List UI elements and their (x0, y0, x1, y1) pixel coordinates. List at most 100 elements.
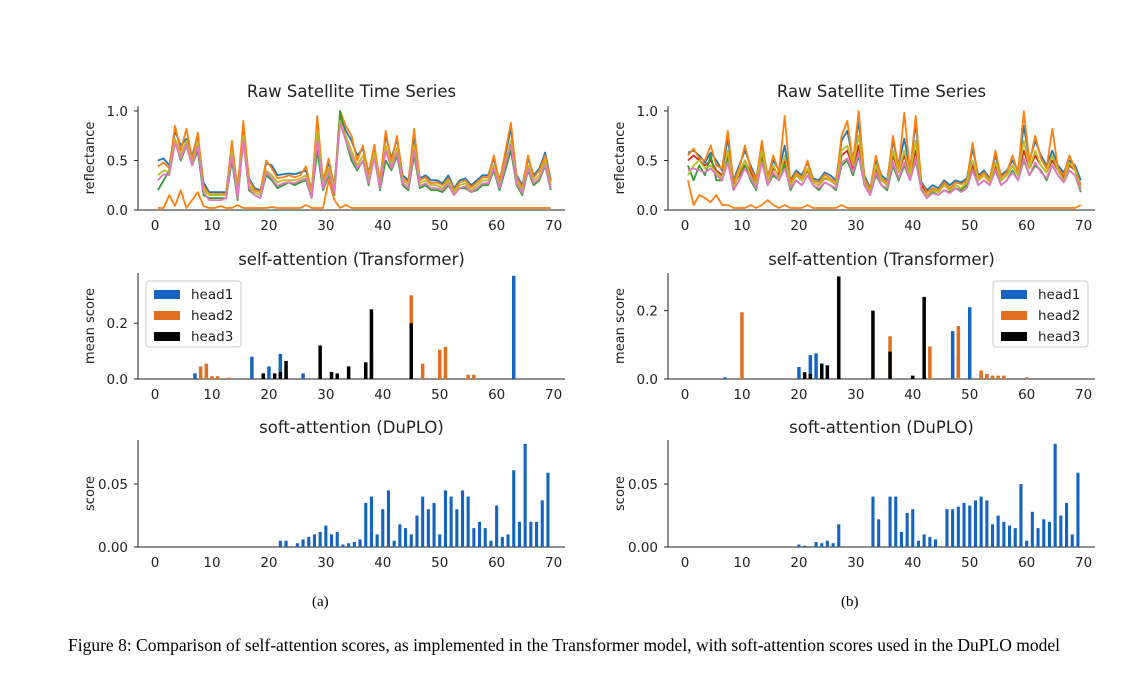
bar-soft (386, 490, 390, 547)
figure-canvas: Raw Satellite Time Series 0 10 20 30 40 50 60 70… (83, 82, 1095, 571)
y-tick-label: 0.2 (107, 316, 128, 332)
bar-soft (546, 472, 550, 547)
x-tick-label: 60 (1018, 387, 1035, 403)
bar-soft (934, 539, 938, 547)
x-tick-label: 10 (203, 387, 220, 403)
bar-soft (369, 496, 373, 547)
x-tick-label: 50 (431, 555, 448, 571)
series-line (687, 180, 1082, 209)
bar-head1 (301, 373, 305, 379)
x-tick-label: 0 (681, 218, 690, 234)
y-tick-label: 0.00 (628, 540, 658, 556)
series-line (687, 151, 1082, 200)
series-line (157, 120, 552, 197)
y-tick-label: 0.0 (637, 372, 658, 388)
bar-soft (1008, 525, 1012, 547)
bar-head3 (284, 360, 288, 379)
chart-a-1: self-attention (Transformer) 0 10 20 30 40 50 6… (83, 250, 565, 403)
bar-soft (512, 470, 516, 547)
bar-soft (1059, 515, 1063, 547)
x-tick-label: 20 (260, 387, 277, 403)
bar-soft (307, 536, 311, 547)
bar-soft (922, 534, 926, 547)
x-tick-label: 40 (904, 387, 921, 403)
bar-head2 (210, 376, 214, 379)
bar-head3 (802, 372, 807, 379)
bar-soft (1076, 472, 1080, 547)
bar-soft (341, 544, 345, 547)
series-line (157, 110, 552, 202)
bar-soft (797, 544, 801, 547)
bar-head3 (820, 363, 824, 379)
bar-soft (324, 525, 328, 547)
bar-soft (483, 528, 487, 547)
bar-head1 (193, 373, 197, 379)
x-tick-label: 70 (545, 387, 562, 403)
bar-head3 (318, 345, 322, 379)
y-tick-label: 0.05 (628, 477, 658, 493)
x-tick-label: 10 (203, 555, 220, 571)
chart-a-2: soft-attention (DuPLO) 0 10 20 30 40 50 60 70 0.0… (83, 418, 565, 571)
bar-head3 (335, 373, 339, 379)
bar-soft (951, 509, 955, 547)
bar-soft (1070, 534, 1074, 547)
bar-head3 (808, 373, 813, 379)
legend-label-head1: head1 (1038, 287, 1080, 303)
x-tick-label: 50 (431, 387, 448, 403)
bar-head2 (198, 366, 203, 379)
bar-soft (985, 500, 989, 547)
legend-swatch-head1 (1001, 290, 1027, 299)
y-axis-label: reflectance (83, 122, 98, 195)
legend-swatch-head3 (1001, 332, 1027, 341)
bar-soft (831, 543, 835, 547)
bar-head2 (990, 375, 995, 379)
bar-head2 (985, 373, 989, 379)
x-tick-label: 30 (317, 218, 334, 234)
bar-head3 (922, 296, 926, 379)
x-tick-label: 60 (488, 218, 505, 234)
bar-soft (500, 536, 504, 547)
bar-soft (1047, 521, 1051, 547)
x-tick-label: 0 (151, 555, 160, 571)
bar-soft (973, 500, 977, 547)
y-axis-label: reflectance (613, 122, 628, 195)
bar-soft (415, 515, 419, 547)
bar-soft (991, 524, 995, 547)
bar-soft (404, 528, 408, 547)
x-tick-label: 30 (847, 387, 864, 403)
bar-soft (905, 513, 909, 547)
bar-soft (523, 443, 527, 547)
bar-head1 (950, 331, 955, 379)
x-tick-label: 50 (961, 387, 978, 403)
chart-a-0: Raw Satellite Time Series 0 10 20 30 40 50 60 70… (83, 82, 565, 234)
series-line (157, 121, 552, 202)
bar-soft (1019, 484, 1023, 547)
x-tick-label: 60 (488, 387, 505, 403)
bar-soft (888, 496, 892, 547)
subfigure-label-a: (a) (312, 594, 329, 610)
x-tick-label: 20 (790, 387, 807, 403)
bar-head2 (438, 349, 442, 379)
bar-soft (871, 496, 875, 547)
bar-head3 (329, 372, 334, 379)
legend-label-head3: head3 (191, 329, 233, 345)
bar-head3 (278, 372, 283, 379)
x-tick-label: 20 (260, 555, 277, 571)
y-tick-label: 0.2 (637, 304, 658, 320)
x-tick-label: 0 (151, 387, 160, 403)
bar-soft (358, 539, 362, 547)
y-axis-label: score (613, 476, 628, 511)
bar-head2 (979, 370, 983, 379)
bar-head1 (808, 355, 813, 379)
bar-soft (529, 521, 533, 547)
bar-head3 (409, 323, 413, 379)
bar-head1 (278, 353, 283, 379)
bar-soft (945, 509, 949, 547)
bar-soft (1053, 443, 1057, 547)
x-tick-label: 50 (961, 218, 978, 234)
bar-soft (421, 496, 425, 547)
bar-head1 (797, 367, 801, 379)
bar-soft (1002, 521, 1006, 547)
bar-soft (443, 490, 447, 547)
x-tick-label: 20 (790, 555, 807, 571)
